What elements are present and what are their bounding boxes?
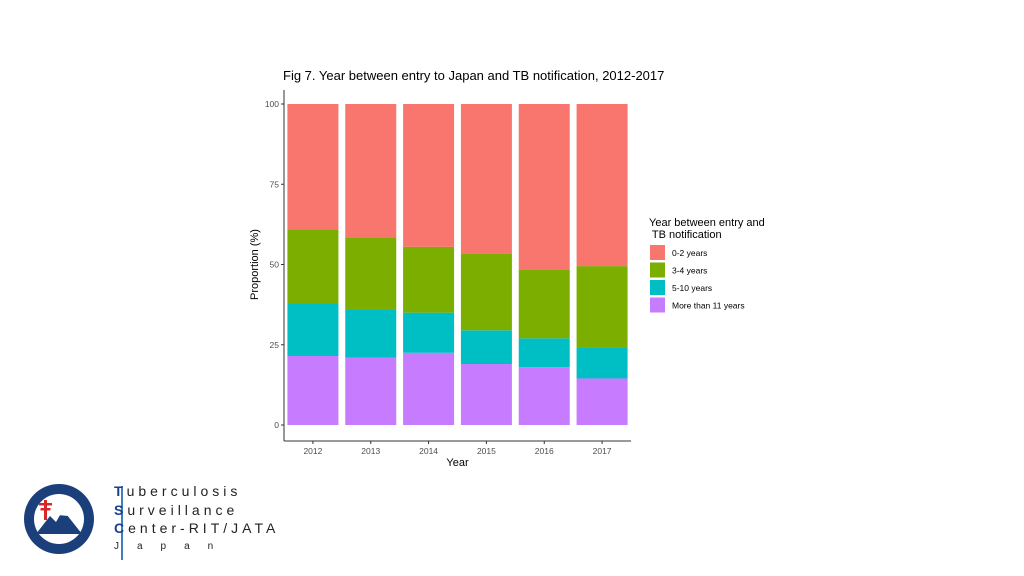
y-tick-label: 25: [270, 340, 280, 350]
legend-label: More than 11 years: [672, 301, 745, 311]
bar-segment: [345, 104, 397, 238]
y-axis-label: Proportion (%): [249, 229, 261, 300]
bar-segment: [518, 269, 570, 339]
y-tick-label: 50: [270, 260, 280, 270]
bar-segment: [345, 237, 397, 310]
bar-segment: [576, 104, 628, 267]
x-axis-label: Year: [446, 457, 469, 469]
bar-segment: [403, 246, 455, 313]
x-tick-label: 2017: [593, 446, 612, 456]
org-line-3: Center-RIT/JATA: [114, 520, 280, 536]
bar-segment: [576, 266, 628, 348]
bar-segment: [403, 352, 455, 425]
y-tick-label: 0: [274, 420, 279, 430]
legend-label: 0-2 years: [672, 248, 707, 258]
bar-segment: [576, 347, 628, 379]
chart-title: Fig 7. Year between entry to Japan and T…: [283, 68, 664, 83]
legend: Year between entry and TB notification 0-…: [649, 217, 765, 313]
x-tick-label: 2012: [303, 446, 322, 456]
x-tick-label: 2014: [419, 446, 438, 456]
y-tick-label: 75: [270, 179, 280, 189]
legend-swatch: [650, 245, 665, 260]
plot-area: 0 25 50 75 100 2012 2013 2014 2015 2016 2017 Year Pr…: [249, 90, 631, 469]
bar-segment: [287, 229, 339, 304]
org-line-2: Surveillance: [114, 501, 239, 518]
legend-swatch: [650, 280, 665, 295]
bar-segment: [518, 104, 570, 270]
bar-segment: [518, 338, 570, 368]
x-tick-label: 2015: [477, 446, 496, 456]
organization-name: Tuberculosis Surveillance Center-RIT/JAT…: [114, 482, 279, 556]
bar-segment: [460, 104, 512, 254]
organization-footer: Tuberculosis Surveillance Center-RIT/JAT…: [22, 480, 282, 562]
legend-swatch: [650, 297, 665, 313]
bar-segment: [576, 378, 628, 425]
bar-segment: [403, 312, 455, 353]
bar-segment: [287, 303, 339, 356]
x-tick-label: 2016: [535, 446, 554, 456]
bar-segment: [460, 364, 512, 425]
bar-segment: [518, 367, 570, 425]
bar-segment: [460, 330, 512, 365]
bar-segment: [345, 309, 397, 358]
bar-segment: [345, 357, 397, 425]
legend-swatch: [650, 262, 665, 278]
org-country: Japan: [114, 540, 232, 552]
org-line-1: Tuberculosis: [114, 483, 242, 499]
legend-label: 3-4 years: [672, 266, 707, 276]
bar-segment: [287, 104, 339, 230]
footer-divider: [121, 486, 123, 560]
legend-label: 5-10 years: [672, 283, 712, 293]
jata-logo-icon: [24, 484, 94, 554]
y-tick-label: 100: [265, 99, 279, 109]
legend-title: Year between entry and TB notification: [649, 217, 765, 241]
bar-segment: [287, 355, 339, 425]
bar-segment: [403, 104, 455, 247]
bar-segment: [460, 253, 512, 331]
x-tick-label: 2013: [361, 446, 380, 456]
